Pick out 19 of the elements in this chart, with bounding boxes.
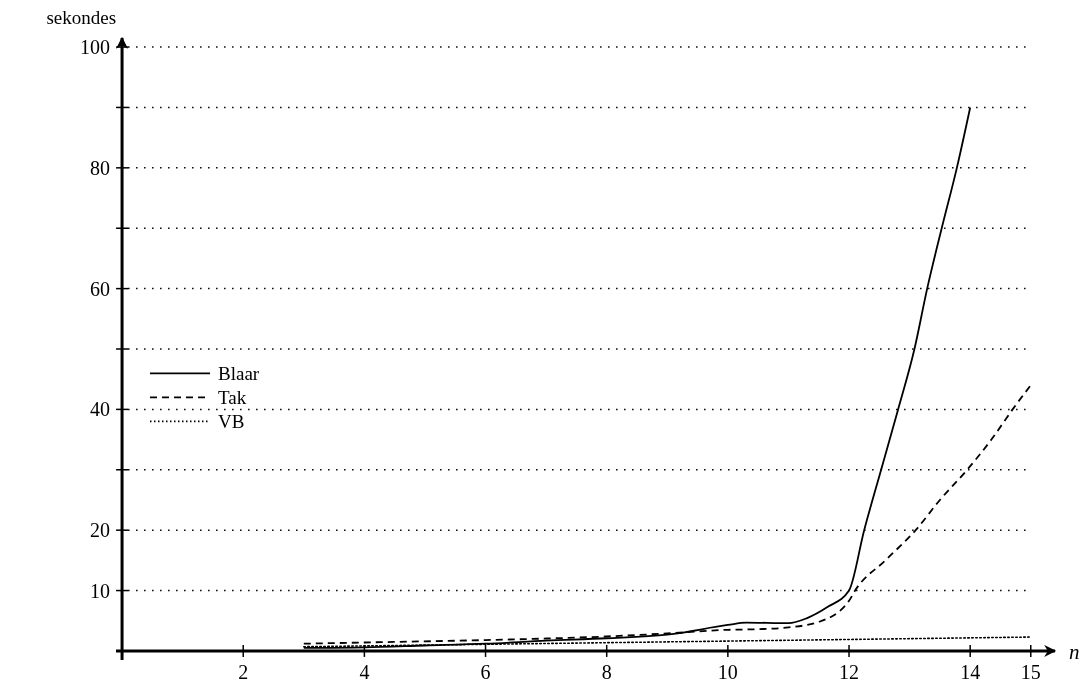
y-axis-title: sekondes (46, 7, 117, 28)
x-tick-label: 8 (601, 660, 612, 683)
y-tick-label: 40 (90, 398, 111, 421)
legend-label: Blaar (218, 363, 260, 385)
x-tick-label: 14 (960, 660, 981, 683)
x-axis-title: n (1069, 639, 1080, 664)
legend-label: Tak (218, 387, 247, 409)
x-tick-label: 15 (1020, 660, 1041, 683)
x-tick-label: 6 (480, 660, 491, 683)
y-tick-label: 80 (90, 156, 111, 179)
x-tick-label: 12 (839, 660, 860, 683)
y-tick-label: 100 (80, 36, 111, 59)
legend-label: VB (218, 411, 245, 433)
y-tick-label: 60 (90, 277, 111, 300)
x-tick-label: 2 (238, 660, 249, 683)
y-tick-label: 20 (90, 519, 111, 542)
x-tick-label: 10 (717, 660, 738, 683)
y-tick-label: 10 (90, 579, 111, 602)
x-tick-label: 4 (359, 660, 370, 683)
